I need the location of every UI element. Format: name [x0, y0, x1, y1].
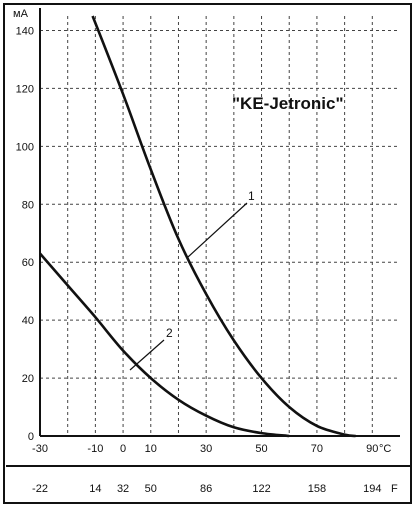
x-tick-label-fahrenheit: 32 [117, 483, 129, 495]
x-tick-label-celsius: 30 [200, 443, 212, 455]
grid [40, 16, 400, 436]
y-tick-label: 40 [22, 315, 34, 327]
x-tick-label-celsius: 70 [311, 443, 323, 455]
y-tick-label: 0 [28, 431, 34, 443]
x-tick-label-celsius: -10 [87, 443, 103, 455]
x-tick-label-celsius: 50 [255, 443, 267, 455]
y-tick-label: 60 [22, 257, 34, 269]
x-tick-label-fahrenheit: 14 [89, 483, 101, 495]
x-tick-label-celsius: 10 [145, 443, 157, 455]
series-2-leader-line [129, 339, 165, 371]
x-tick-label-celsius: 90 [366, 443, 378, 455]
tick-labels: 0 20 40 60 80 100 120 140 -30 -10 0 10 30 50 70 90 -22 14… [16, 25, 382, 495]
x-tick-label-celsius: 0 [120, 443, 126, 455]
series-1-curve [91, 15, 356, 438]
chart-frame [3, 3, 412, 504]
series-1-label: 1 [248, 189, 255, 203]
y-tick-label: 100 [16, 141, 34, 153]
y-tick-label: 120 [16, 83, 34, 95]
y-tick-label: 20 [22, 373, 34, 385]
curves [39, 15, 356, 438]
y-tick-label: 140 [16, 25, 34, 37]
series-2-label: 2 [166, 326, 173, 340]
x-tick-label-fahrenheit: 86 [200, 483, 212, 495]
x-tick-label-celsius: -30 [32, 443, 48, 455]
x-axis-fahrenheit-unit-label: F [391, 483, 398, 495]
x-tick-label-fahrenheit: 122 [252, 483, 270, 495]
y-axis-unit-label: мА [13, 8, 29, 20]
series-2-curve [39, 252, 290, 438]
x-tick-label-fahrenheit: 158 [308, 483, 326, 495]
axes [6, 8, 410, 467]
x-tick-label-fahrenheit: -22 [32, 483, 48, 495]
x-tick-label-fahrenheit: 50 [145, 483, 157, 495]
x-tick-label-fahrenheit: 194 [363, 483, 381, 495]
chart-title: "KE-Jetronic" [232, 94, 344, 113]
series-1-leader-line [187, 202, 248, 258]
x-axis-celsius-unit-label: °C [379, 443, 391, 455]
y-tick-label: 80 [22, 199, 34, 211]
